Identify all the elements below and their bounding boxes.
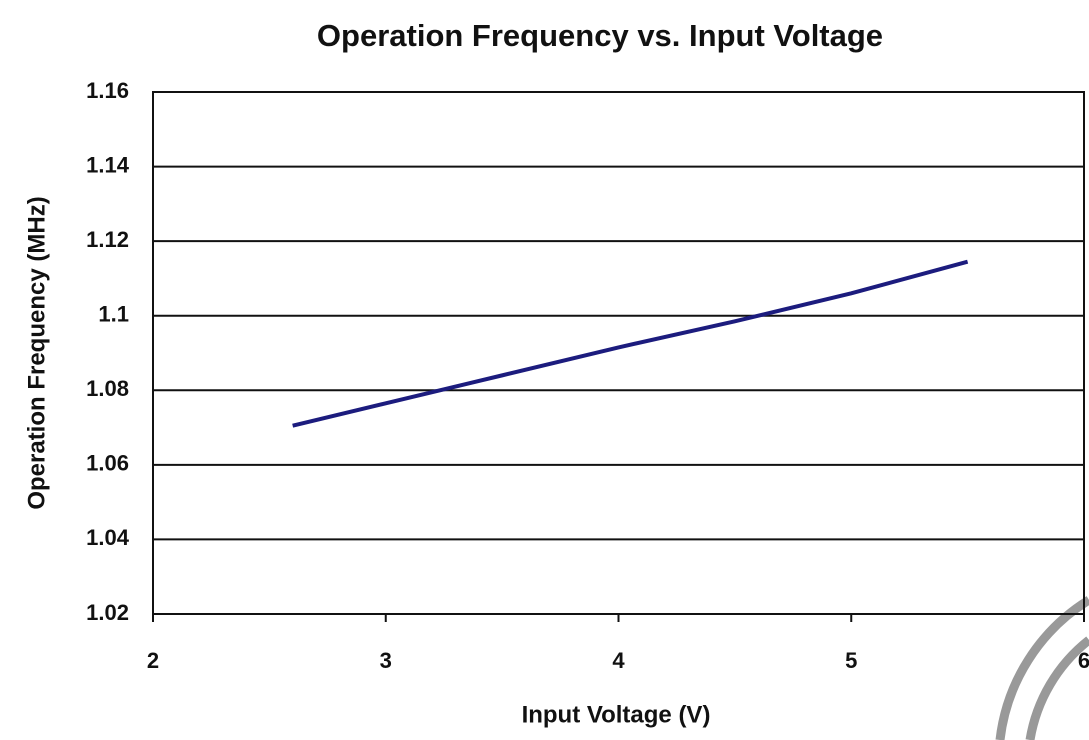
x-tick-label: 6 xyxy=(1078,648,1089,673)
x-axis-label: Input Voltage (V) xyxy=(522,701,711,728)
watermark-arc xyxy=(1025,636,1089,740)
y-tick-label: 1.08 xyxy=(86,376,129,401)
plot-frame xyxy=(152,91,1085,615)
watermark-arc xyxy=(995,596,1089,740)
y-tick-label: 1.06 xyxy=(86,451,129,476)
data-line xyxy=(292,259,969,428)
y-tick-label: 1.14 xyxy=(86,152,130,177)
x-tick-label: 4 xyxy=(612,648,625,673)
y-axis-label: Operation Frequency (MHz) xyxy=(23,196,50,509)
x-tick-label: 2 xyxy=(147,648,159,673)
y-tick-label: 1.02 xyxy=(86,600,129,625)
chart-title: Operation Frequency vs. Input Voltage xyxy=(317,18,883,53)
x-tick-label: 5 xyxy=(845,648,857,673)
y-tick-label: 1.16 xyxy=(86,78,129,103)
y-tick-label: 1.04 xyxy=(86,525,130,550)
x-tick-label: 3 xyxy=(380,648,392,673)
y-tick-label: 1.1 xyxy=(98,302,129,327)
y-tick-label: 1.12 xyxy=(86,227,129,252)
